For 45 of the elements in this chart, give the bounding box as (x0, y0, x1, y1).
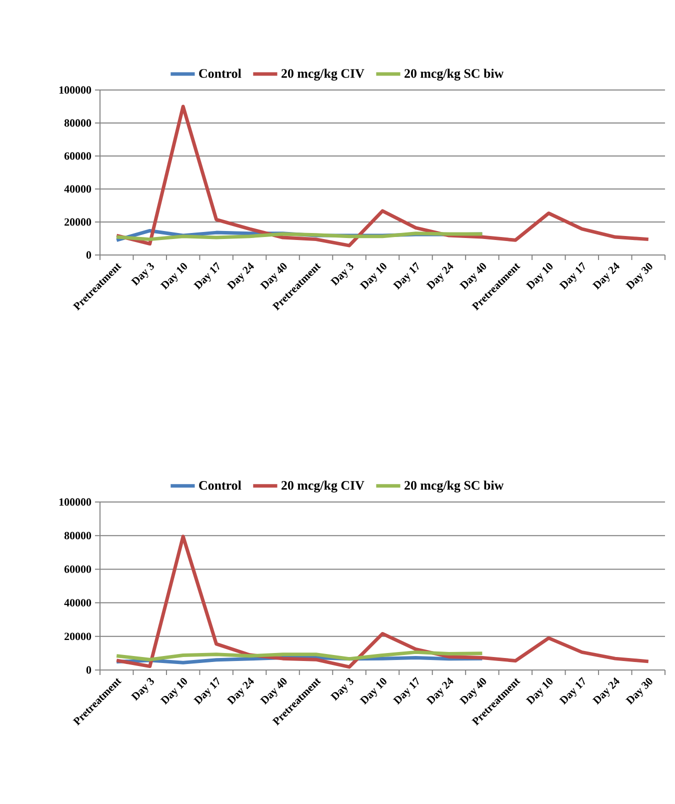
legend-label: 20 mcg/kg CIV (282, 480, 364, 492)
x-tick-label: Day 30 (626, 678, 652, 705)
y-tick-label: 60000 (64, 566, 92, 573)
x-tick-label: Day 24 (592, 677, 620, 705)
line-series (114, 104, 650, 248)
y-tick-label: 0 (86, 666, 92, 674)
x-tick-label: Day 24 (426, 262, 454, 290)
x-tick-label: Day 10 (360, 263, 386, 290)
x-tick-label: Day 24 (226, 677, 254, 705)
y-tick-label: 0 (86, 251, 92, 259)
legend-label: 20 mcg/kg SC biw (404, 68, 504, 81)
y-tick-label: 80000 (64, 532, 92, 540)
x-tick-label: Day 10 (360, 678, 386, 705)
x-tick-label: Day 24 (226, 262, 254, 290)
legend-label: 20 mcg/kg CIV (282, 68, 364, 81)
line-series (114, 650, 484, 662)
x-tick-label: Day 10 (160, 678, 187, 705)
x-tick-label: Day 24 (426, 677, 454, 705)
x-tick-label: Day 3 (330, 262, 354, 286)
y-tick-label: 20000 (64, 218, 92, 226)
y-tick-label: 100000 (59, 86, 92, 94)
x-tick-label: Day 17 (392, 676, 419, 705)
x-tick-label: Day 10 (160, 263, 187, 290)
x-tick-label: Day 10 (526, 263, 553, 290)
x-tick-label: Day 3 (130, 262, 154, 286)
line-series (114, 534, 650, 669)
x-tick-label: Day 3 (330, 678, 354, 701)
x-tick-label: Day 17 (559, 676, 585, 705)
x-tick-label: Day 10 (526, 678, 553, 705)
y-tick-label: 60000 (64, 152, 92, 160)
legend-label: Control (199, 480, 242, 490)
x-tick-label: Day 30 (626, 263, 652, 290)
x-tick-label: Day 3 (130, 678, 154, 701)
y-tick-label: 80000 (64, 119, 92, 127)
legend-label: 20 mcg/kg SC biw (404, 480, 504, 492)
x-tick-label: Day 17 (193, 262, 220, 290)
legend-label: Control (199, 68, 242, 78)
x-tick-label: Day 17 (559, 262, 585, 290)
x-tick-label: Day 17 (193, 676, 220, 705)
y-tick-label: 20000 (64, 632, 92, 640)
y-tick-label: 100000 (59, 498, 92, 506)
y-tick-label: 40000 (64, 185, 92, 193)
x-tick-label: Day 24 (592, 262, 620, 290)
x-tick-label: Day 17 (392, 262, 419, 290)
y-tick-label: 40000 (64, 599, 92, 606)
